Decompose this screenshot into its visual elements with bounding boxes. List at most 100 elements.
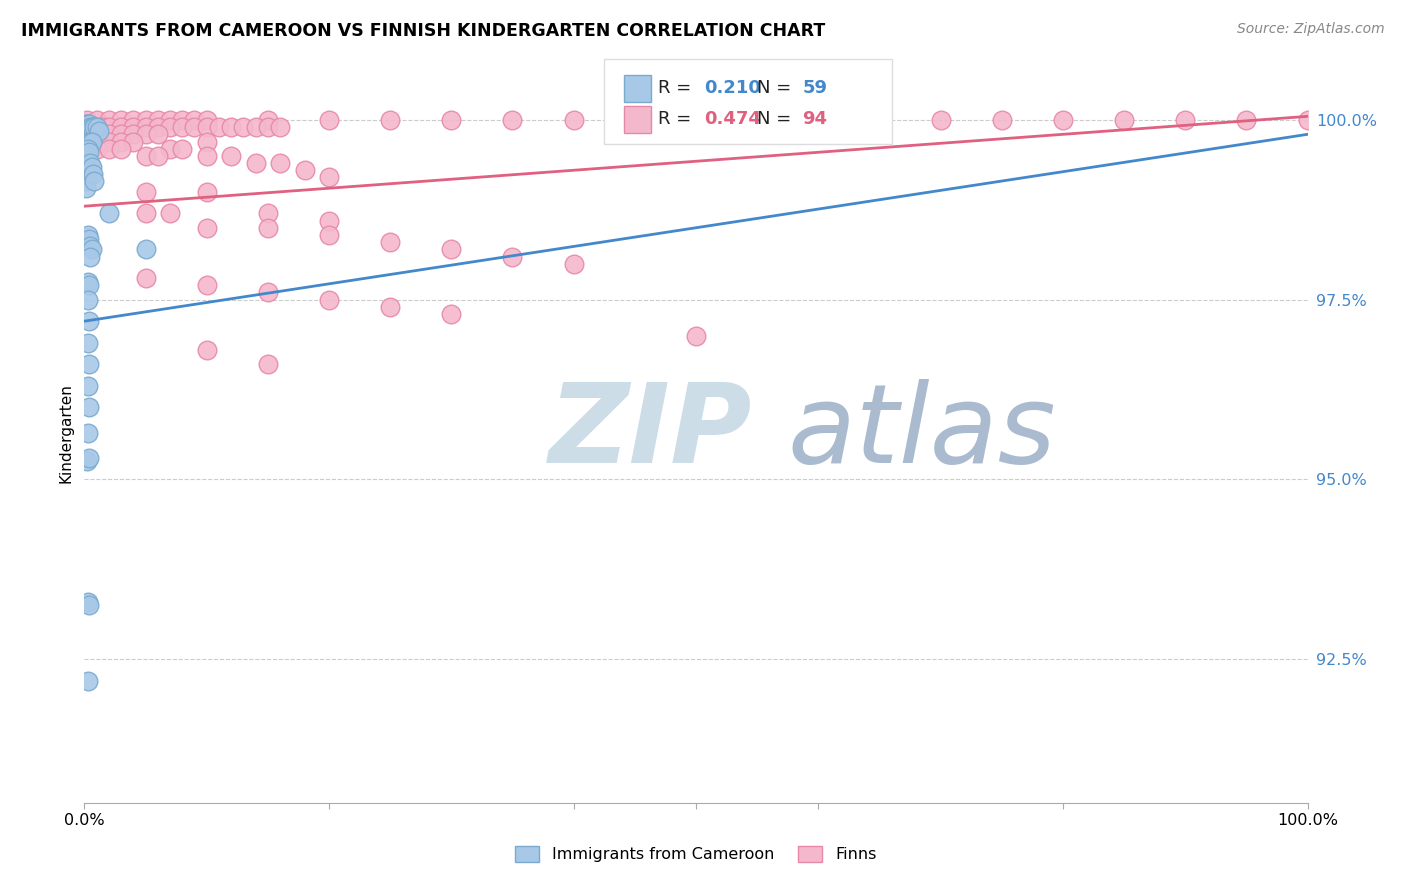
- Text: 0.474: 0.474: [704, 111, 762, 128]
- Point: [80, 120, 103, 135]
- Point: [257, 120, 280, 135]
- Point: [219, 120, 242, 135]
- Point: [97, 142, 120, 156]
- Point: [1174, 112, 1197, 127]
- Point: [97, 128, 120, 142]
- Point: [208, 120, 231, 135]
- Text: 94: 94: [803, 111, 827, 128]
- Point: [502, 250, 524, 264]
- Point: [77, 124, 100, 138]
- Point: [76, 454, 98, 468]
- Point: [159, 120, 181, 135]
- Point: [75, 124, 97, 138]
- Point: [122, 112, 145, 127]
- Point: [502, 112, 524, 127]
- Point: [86, 120, 108, 135]
- Point: [87, 124, 110, 138]
- Point: [80, 135, 103, 149]
- Point: [122, 128, 145, 142]
- Point: [86, 142, 108, 156]
- Point: [77, 231, 100, 245]
- Point: [440, 307, 463, 321]
- Point: [75, 167, 97, 181]
- Point: [195, 343, 218, 357]
- Point: [77, 131, 100, 145]
- Point: [97, 120, 120, 135]
- Point: [79, 120, 101, 135]
- Point: [76, 138, 98, 153]
- Point: [76, 124, 98, 138]
- Point: [232, 120, 254, 135]
- Point: [77, 227, 100, 242]
- Point: [82, 167, 104, 181]
- Point: [195, 135, 218, 149]
- Point: [257, 357, 280, 371]
- Point: [86, 135, 108, 149]
- Point: [318, 293, 340, 307]
- Point: [135, 112, 157, 127]
- Point: [318, 227, 340, 242]
- Point: [77, 142, 100, 156]
- Point: [76, 116, 98, 130]
- Point: [318, 213, 340, 227]
- Point: [195, 220, 218, 235]
- Point: [135, 149, 157, 163]
- Point: [1236, 112, 1258, 127]
- Point: [110, 142, 132, 156]
- Point: [294, 163, 316, 178]
- Point: [269, 156, 291, 170]
- Point: [97, 206, 120, 220]
- Point: [75, 153, 97, 167]
- Point: [75, 160, 97, 174]
- Point: [685, 112, 707, 127]
- Point: [172, 112, 194, 127]
- Point: [77, 379, 100, 393]
- Point: [195, 120, 218, 135]
- Point: [135, 206, 157, 220]
- Point: [440, 112, 463, 127]
- FancyBboxPatch shape: [605, 59, 891, 144]
- Point: [380, 112, 402, 127]
- Point: [219, 149, 242, 163]
- Text: IMMIGRANTS FROM CAMEROON VS FINNISH KINDERGARTEN CORRELATION CHART: IMMIGRANTS FROM CAMEROON VS FINNISH KIND…: [21, 22, 825, 40]
- Point: [77, 275, 100, 289]
- Point: [79, 128, 101, 142]
- Point: [77, 278, 100, 293]
- Point: [159, 206, 181, 220]
- Point: [83, 174, 105, 188]
- Point: [146, 120, 169, 135]
- Point: [77, 401, 100, 415]
- Point: [79, 156, 101, 170]
- Point: [257, 206, 280, 220]
- Point: [195, 278, 218, 293]
- Point: [257, 220, 280, 235]
- Point: [97, 112, 120, 127]
- Point: [77, 357, 100, 371]
- Point: [79, 250, 101, 264]
- Point: [75, 174, 97, 188]
- Point: [76, 135, 98, 149]
- Point: [135, 185, 157, 199]
- Point: [122, 120, 145, 135]
- Point: [76, 128, 98, 142]
- Point: [562, 112, 585, 127]
- Point: [75, 145, 97, 160]
- Text: N =: N =: [758, 111, 797, 128]
- Point: [110, 128, 132, 142]
- Point: [318, 112, 340, 127]
- Point: [195, 185, 218, 199]
- Point: [77, 450, 100, 465]
- Point: [75, 131, 97, 145]
- Text: 59: 59: [803, 79, 827, 97]
- Point: [318, 170, 340, 185]
- Point: [1052, 112, 1074, 127]
- Point: [86, 128, 108, 142]
- Point: [77, 145, 100, 160]
- Point: [1114, 112, 1136, 127]
- Point: [77, 314, 100, 328]
- Point: [76, 142, 98, 156]
- Point: [269, 120, 291, 135]
- Point: [80, 243, 103, 257]
- Point: [146, 128, 169, 142]
- FancyBboxPatch shape: [624, 75, 651, 102]
